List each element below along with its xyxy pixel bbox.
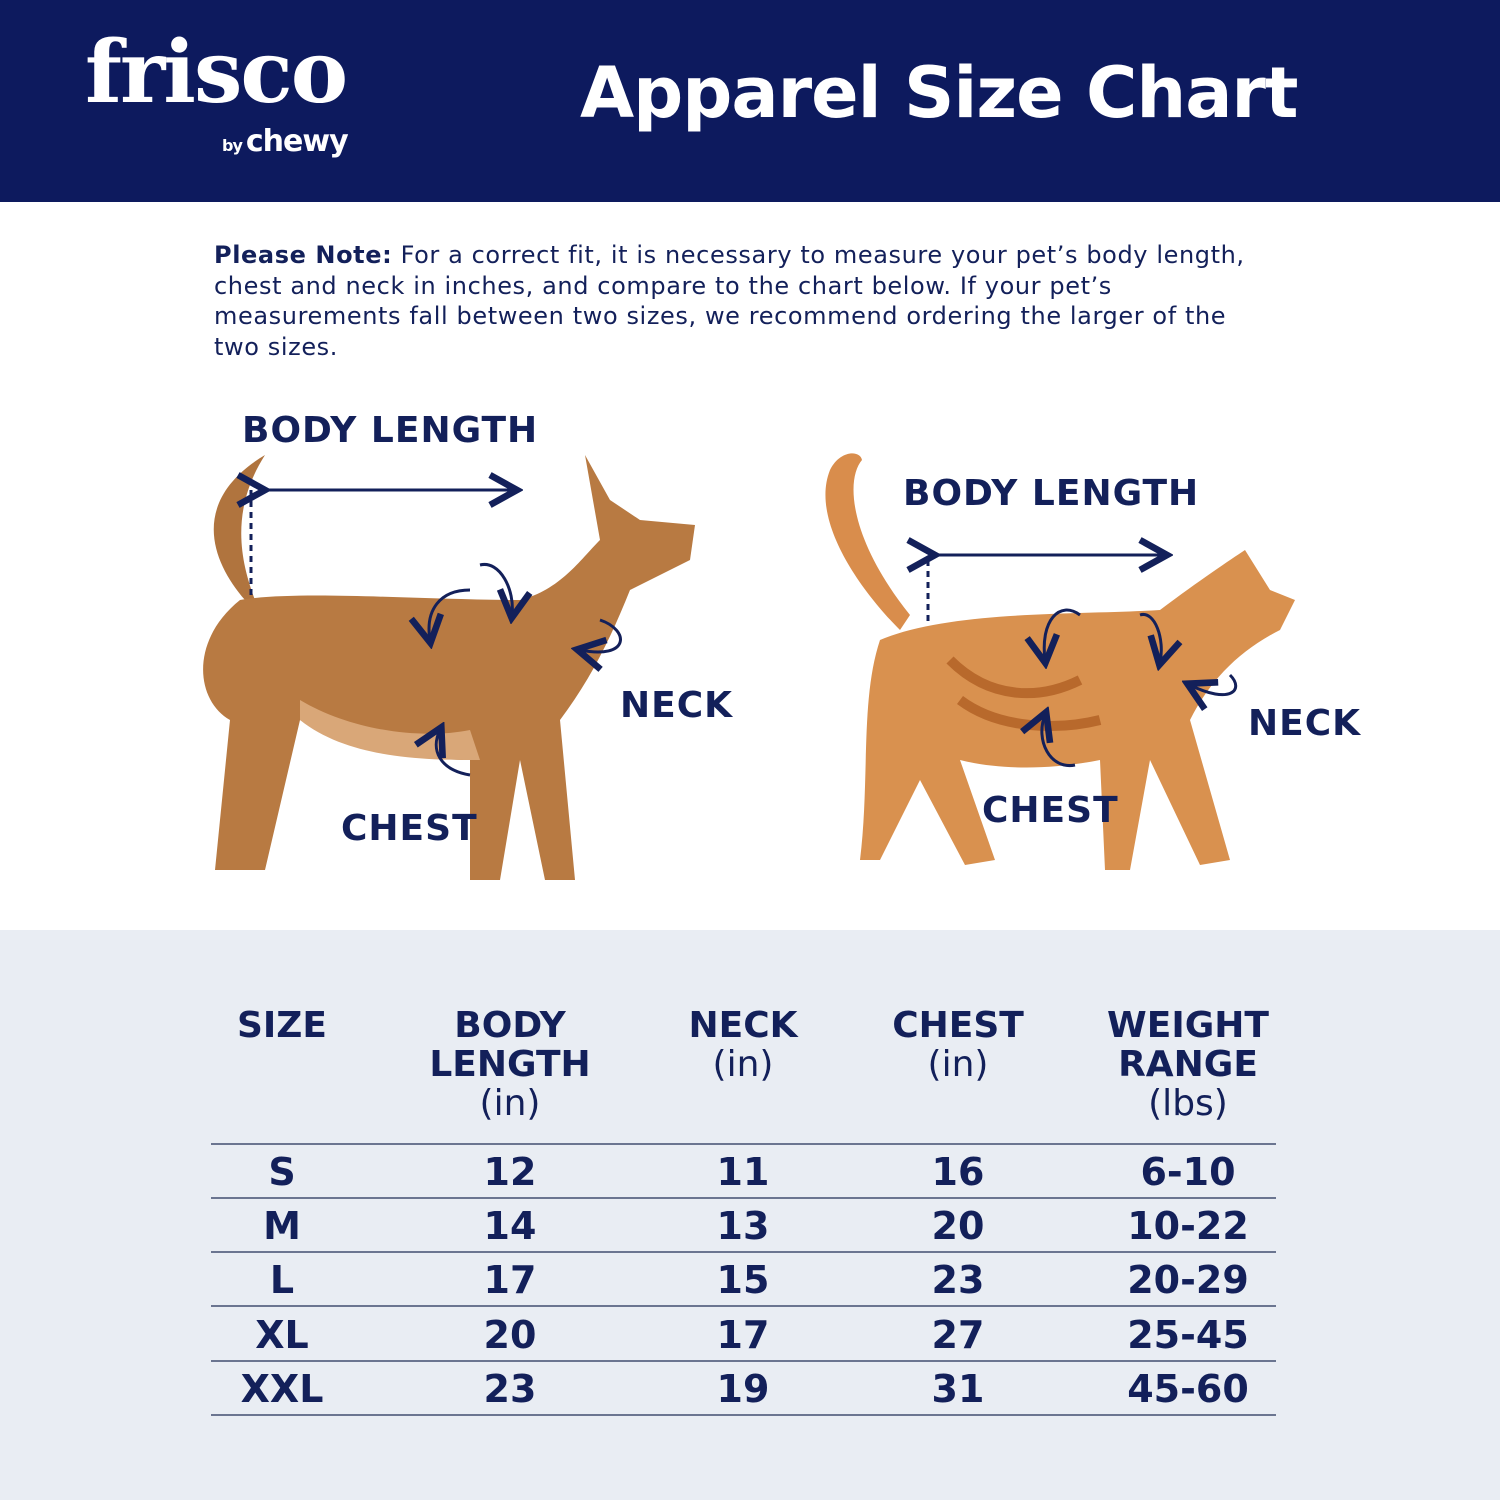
dog-body-length-label: BODY LENGTH xyxy=(242,410,539,451)
table-cell: 25-45 xyxy=(1127,1312,1249,1357)
table-cell: M xyxy=(263,1204,301,1249)
table-cell: 15 xyxy=(716,1258,770,1303)
dog-chest-label: CHEST xyxy=(341,808,478,849)
table-cell: 23 xyxy=(931,1258,985,1303)
table-divider xyxy=(211,1143,1276,1145)
cat-chest-label: CHEST xyxy=(982,790,1119,831)
dog-measure-arrows xyxy=(251,490,622,777)
table-cell: L xyxy=(269,1258,295,1303)
table-cell: S xyxy=(268,1150,296,1194)
table-cell: 10-22 xyxy=(1127,1204,1249,1249)
table-cell: 12 xyxy=(483,1150,537,1194)
table-divider xyxy=(211,1197,1276,1199)
chest-arrow xyxy=(436,730,471,777)
table-divider xyxy=(211,1413,1276,1416)
fit-note: Please Note: For a correct fit, it is ne… xyxy=(214,241,1245,361)
table-cell: XL xyxy=(255,1312,309,1357)
table-cell: 20 xyxy=(483,1312,537,1357)
header-banner: frisco by chewy Apparel Size Chart xyxy=(0,0,1500,202)
table-cell: 45-60 xyxy=(1127,1366,1249,1411)
table-cell: 19 xyxy=(716,1366,770,1411)
table-cell: 14 xyxy=(483,1204,537,1249)
cat-neck-label: NECK xyxy=(1248,703,1362,744)
table-cell: 11 xyxy=(716,1150,770,1194)
dog-neck-label: NECK xyxy=(620,685,734,726)
by-chewy-logo: by chewy xyxy=(222,124,349,159)
table-cell: 17 xyxy=(483,1258,537,1303)
table-cell: 27 xyxy=(931,1312,985,1357)
col-header-chest: CHEST (in) xyxy=(892,1005,1024,1085)
table-cell: 20 xyxy=(931,1204,985,1249)
frisco-logo: frisco xyxy=(85,22,348,123)
table-cell: 31 xyxy=(931,1366,985,1411)
neck-arrow xyxy=(580,618,622,652)
cat-measure-arrows xyxy=(928,555,1238,767)
neck-arrow xyxy=(1190,673,1238,695)
table-divider xyxy=(211,1251,1276,1254)
size-table-section xyxy=(0,930,1500,1500)
table-cell: 6-10 xyxy=(1140,1150,1236,1194)
col-header-size: SIZE xyxy=(236,1005,328,1046)
table-divider xyxy=(211,1359,1276,1362)
table-cell: XXL xyxy=(240,1366,324,1411)
pet-illustrations xyxy=(203,453,1295,880)
table-cell: 23 xyxy=(483,1366,537,1411)
table-divider xyxy=(211,1305,1276,1308)
table-cell: 16 xyxy=(931,1150,985,1194)
table-cell: 13 xyxy=(716,1204,770,1249)
col-header-body-length: BODY LENGTH (in) xyxy=(429,1005,591,1124)
cat-body-length-label: BODY LENGTH xyxy=(903,473,1200,514)
page-title: Apparel Size Chart xyxy=(580,52,1298,134)
chest-arrow xyxy=(1042,715,1076,767)
col-header-weight: WEIGHT RANGE (lbs) xyxy=(1107,1005,1269,1124)
table-cell: 17 xyxy=(716,1312,770,1357)
cat-image xyxy=(825,453,1295,870)
col-header-neck: NECK (in) xyxy=(688,1005,798,1085)
table-cell: 20-29 xyxy=(1127,1258,1249,1303)
